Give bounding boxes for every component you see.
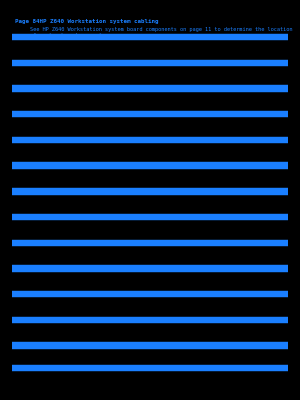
Text: Page 84HP Z640 Workstation system cabling: Page 84HP Z640 Workstation system cablin… xyxy=(15,19,158,24)
Text: See HP Z640 Workstation system board components on page 11 to determine the loca: See HP Z640 Workstation system board com… xyxy=(30,27,292,38)
